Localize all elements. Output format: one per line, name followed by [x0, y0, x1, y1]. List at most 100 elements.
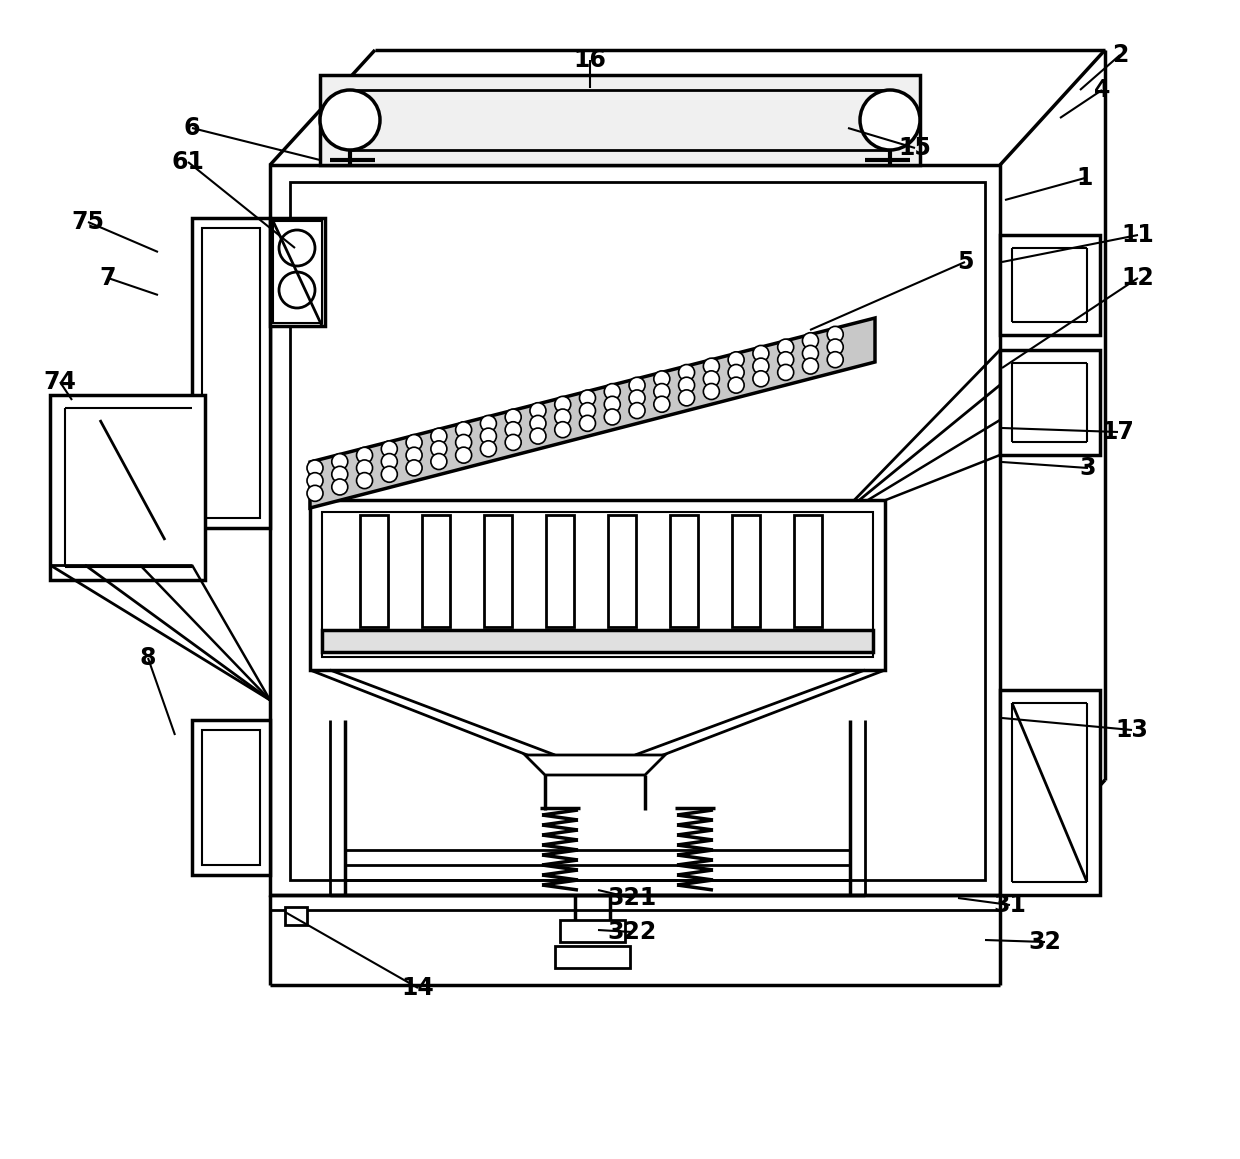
Circle shape: [678, 365, 694, 380]
Circle shape: [529, 415, 546, 431]
Circle shape: [357, 447, 372, 464]
Bar: [322, 512, 873, 657]
Circle shape: [382, 466, 397, 482]
Text: 61: 61: [171, 150, 205, 174]
Circle shape: [753, 371, 769, 387]
Circle shape: [604, 384, 620, 400]
Text: 75: 75: [72, 210, 104, 234]
Circle shape: [332, 453, 347, 469]
Bar: [732, 515, 760, 627]
Circle shape: [455, 435, 471, 451]
Bar: [999, 690, 1100, 895]
Bar: [320, 75, 920, 165]
Circle shape: [861, 90, 920, 150]
Text: 1: 1: [1076, 166, 1094, 190]
Circle shape: [604, 409, 620, 425]
Bar: [285, 907, 308, 925]
Circle shape: [777, 364, 794, 380]
Text: 3: 3: [1080, 455, 1096, 480]
Circle shape: [308, 460, 322, 476]
Circle shape: [728, 352, 744, 367]
Circle shape: [430, 440, 446, 457]
Bar: [192, 720, 270, 875]
Circle shape: [529, 402, 546, 418]
Circle shape: [505, 409, 521, 425]
Bar: [202, 228, 260, 518]
Circle shape: [505, 422, 521, 438]
Circle shape: [455, 422, 471, 438]
Circle shape: [529, 428, 546, 444]
Circle shape: [827, 351, 843, 367]
Circle shape: [430, 453, 446, 469]
Circle shape: [753, 358, 769, 374]
Circle shape: [382, 440, 397, 457]
Circle shape: [332, 466, 347, 482]
Circle shape: [653, 384, 670, 400]
Circle shape: [430, 428, 446, 444]
Bar: [273, 221, 322, 323]
Circle shape: [653, 396, 670, 413]
Circle shape: [320, 90, 379, 150]
Text: 14: 14: [402, 976, 434, 1000]
Bar: [310, 500, 885, 670]
Circle shape: [308, 473, 322, 489]
Circle shape: [629, 378, 645, 393]
Circle shape: [579, 415, 595, 431]
Text: 32: 32: [1028, 930, 1061, 954]
Circle shape: [728, 364, 744, 380]
Text: 321: 321: [608, 885, 657, 910]
Circle shape: [703, 384, 719, 400]
Circle shape: [777, 352, 794, 367]
Circle shape: [554, 422, 570, 438]
Circle shape: [554, 409, 570, 425]
Circle shape: [629, 402, 645, 418]
Circle shape: [405, 435, 422, 451]
Text: 6: 6: [184, 116, 200, 140]
Text: 16: 16: [574, 48, 606, 72]
Text: 4: 4: [1094, 78, 1110, 102]
Polygon shape: [525, 755, 665, 775]
Text: 31: 31: [993, 892, 1027, 917]
Text: 7: 7: [99, 267, 117, 290]
Bar: [360, 515, 388, 627]
Circle shape: [802, 333, 818, 349]
Circle shape: [802, 345, 818, 362]
Circle shape: [480, 415, 496, 431]
Text: 15: 15: [899, 136, 931, 160]
Circle shape: [777, 340, 794, 355]
Bar: [202, 730, 260, 865]
Text: 322: 322: [608, 920, 657, 943]
Circle shape: [678, 389, 694, 406]
Bar: [608, 515, 636, 627]
Text: 11: 11: [1122, 223, 1154, 247]
Bar: [290, 182, 985, 880]
Circle shape: [480, 440, 496, 457]
Text: 13: 13: [1116, 717, 1148, 742]
Circle shape: [802, 358, 818, 374]
Circle shape: [357, 460, 372, 476]
Circle shape: [554, 396, 570, 413]
Circle shape: [579, 389, 595, 406]
Circle shape: [703, 358, 719, 374]
Bar: [999, 235, 1100, 335]
Bar: [322, 630, 873, 653]
Bar: [999, 350, 1100, 455]
Bar: [270, 218, 325, 326]
Bar: [192, 218, 270, 529]
Bar: [560, 920, 625, 942]
Bar: [422, 515, 450, 627]
Circle shape: [827, 327, 843, 342]
Bar: [794, 515, 822, 627]
Bar: [670, 515, 698, 627]
Circle shape: [357, 473, 372, 489]
Bar: [270, 165, 999, 895]
Circle shape: [653, 371, 670, 387]
Polygon shape: [310, 318, 875, 508]
Circle shape: [703, 371, 719, 387]
Circle shape: [455, 447, 471, 464]
Text: 2: 2: [1112, 43, 1128, 67]
Bar: [50, 395, 205, 580]
Text: 74: 74: [43, 370, 77, 394]
Circle shape: [728, 377, 744, 393]
Circle shape: [382, 453, 397, 469]
